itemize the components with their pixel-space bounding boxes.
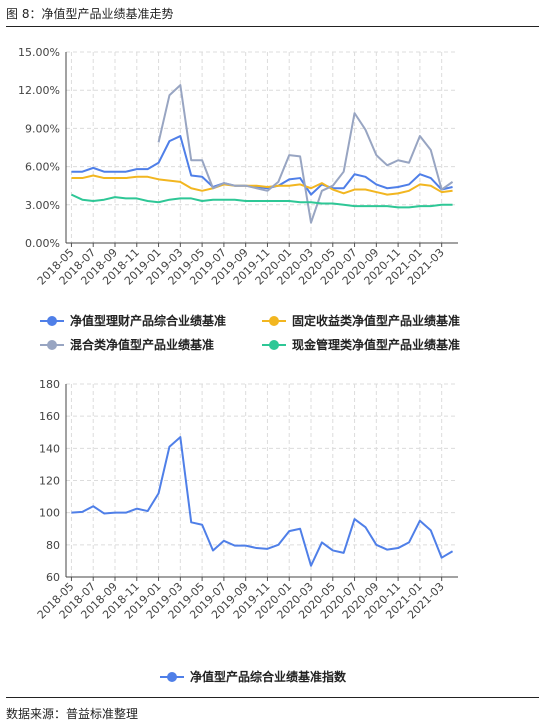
series-line-0 <box>71 135 453 196</box>
y-tick-label: 6.00% <box>25 161 60 174</box>
y-tick-label: 180 <box>39 378 60 391</box>
legend-marker-1 <box>269 316 279 326</box>
y-tick-label: 0.00% <box>25 237 60 250</box>
legend-label-3: 现金管理类净值型产品业绩基准 <box>292 337 460 352</box>
bottom-rule <box>6 697 539 698</box>
figure-title: 图 8：净值型产品业绩基准走势 <box>6 7 174 21</box>
data-source-note: 数据来源：普益标准整理 <box>6 707 139 721</box>
legend-marker-0 <box>167 672 177 682</box>
series-line-2 <box>157 84 454 224</box>
y-tick-label: 12.00% <box>18 84 60 97</box>
legend-label-0: 净值型产品综合业绩基准指数 <box>190 669 347 684</box>
y-tick-label: 100 <box>39 507 60 520</box>
y-tick-label: 60 <box>46 571 60 584</box>
y-tick-label: 3.00% <box>25 199 60 212</box>
legend-marker-0 <box>47 316 57 326</box>
legend-label-2: 混合类净值型产品业绩基准 <box>70 337 214 352</box>
series-line-0 <box>71 436 454 567</box>
legend-label-0: 净值型理财产品综合业绩基准 <box>70 313 226 328</box>
y-tick-label: 15.00% <box>18 46 60 59</box>
series-line-3 <box>71 193 453 209</box>
chart-1-benchmark-rates: 0.00%3.00%6.00%9.00%12.00%15.00%2018-052… <box>18 46 460 352</box>
y-tick-label: 140 <box>39 442 60 455</box>
top-rule <box>6 26 539 27</box>
legend-label-1: 固定收益类净值型产品业绩基准 <box>292 313 460 328</box>
y-tick-label: 80 <box>46 539 60 552</box>
legend-marker-3 <box>269 340 279 350</box>
y-tick-label: 9.00% <box>25 122 60 135</box>
legend-marker-2 <box>47 340 57 350</box>
chart-2-benchmark-index: 60801001201401601802018-052018-072018-09… <box>35 378 458 684</box>
y-tick-label: 160 <box>39 410 60 423</box>
series-line-1 <box>71 174 453 196</box>
y-tick-label: 120 <box>39 475 60 488</box>
